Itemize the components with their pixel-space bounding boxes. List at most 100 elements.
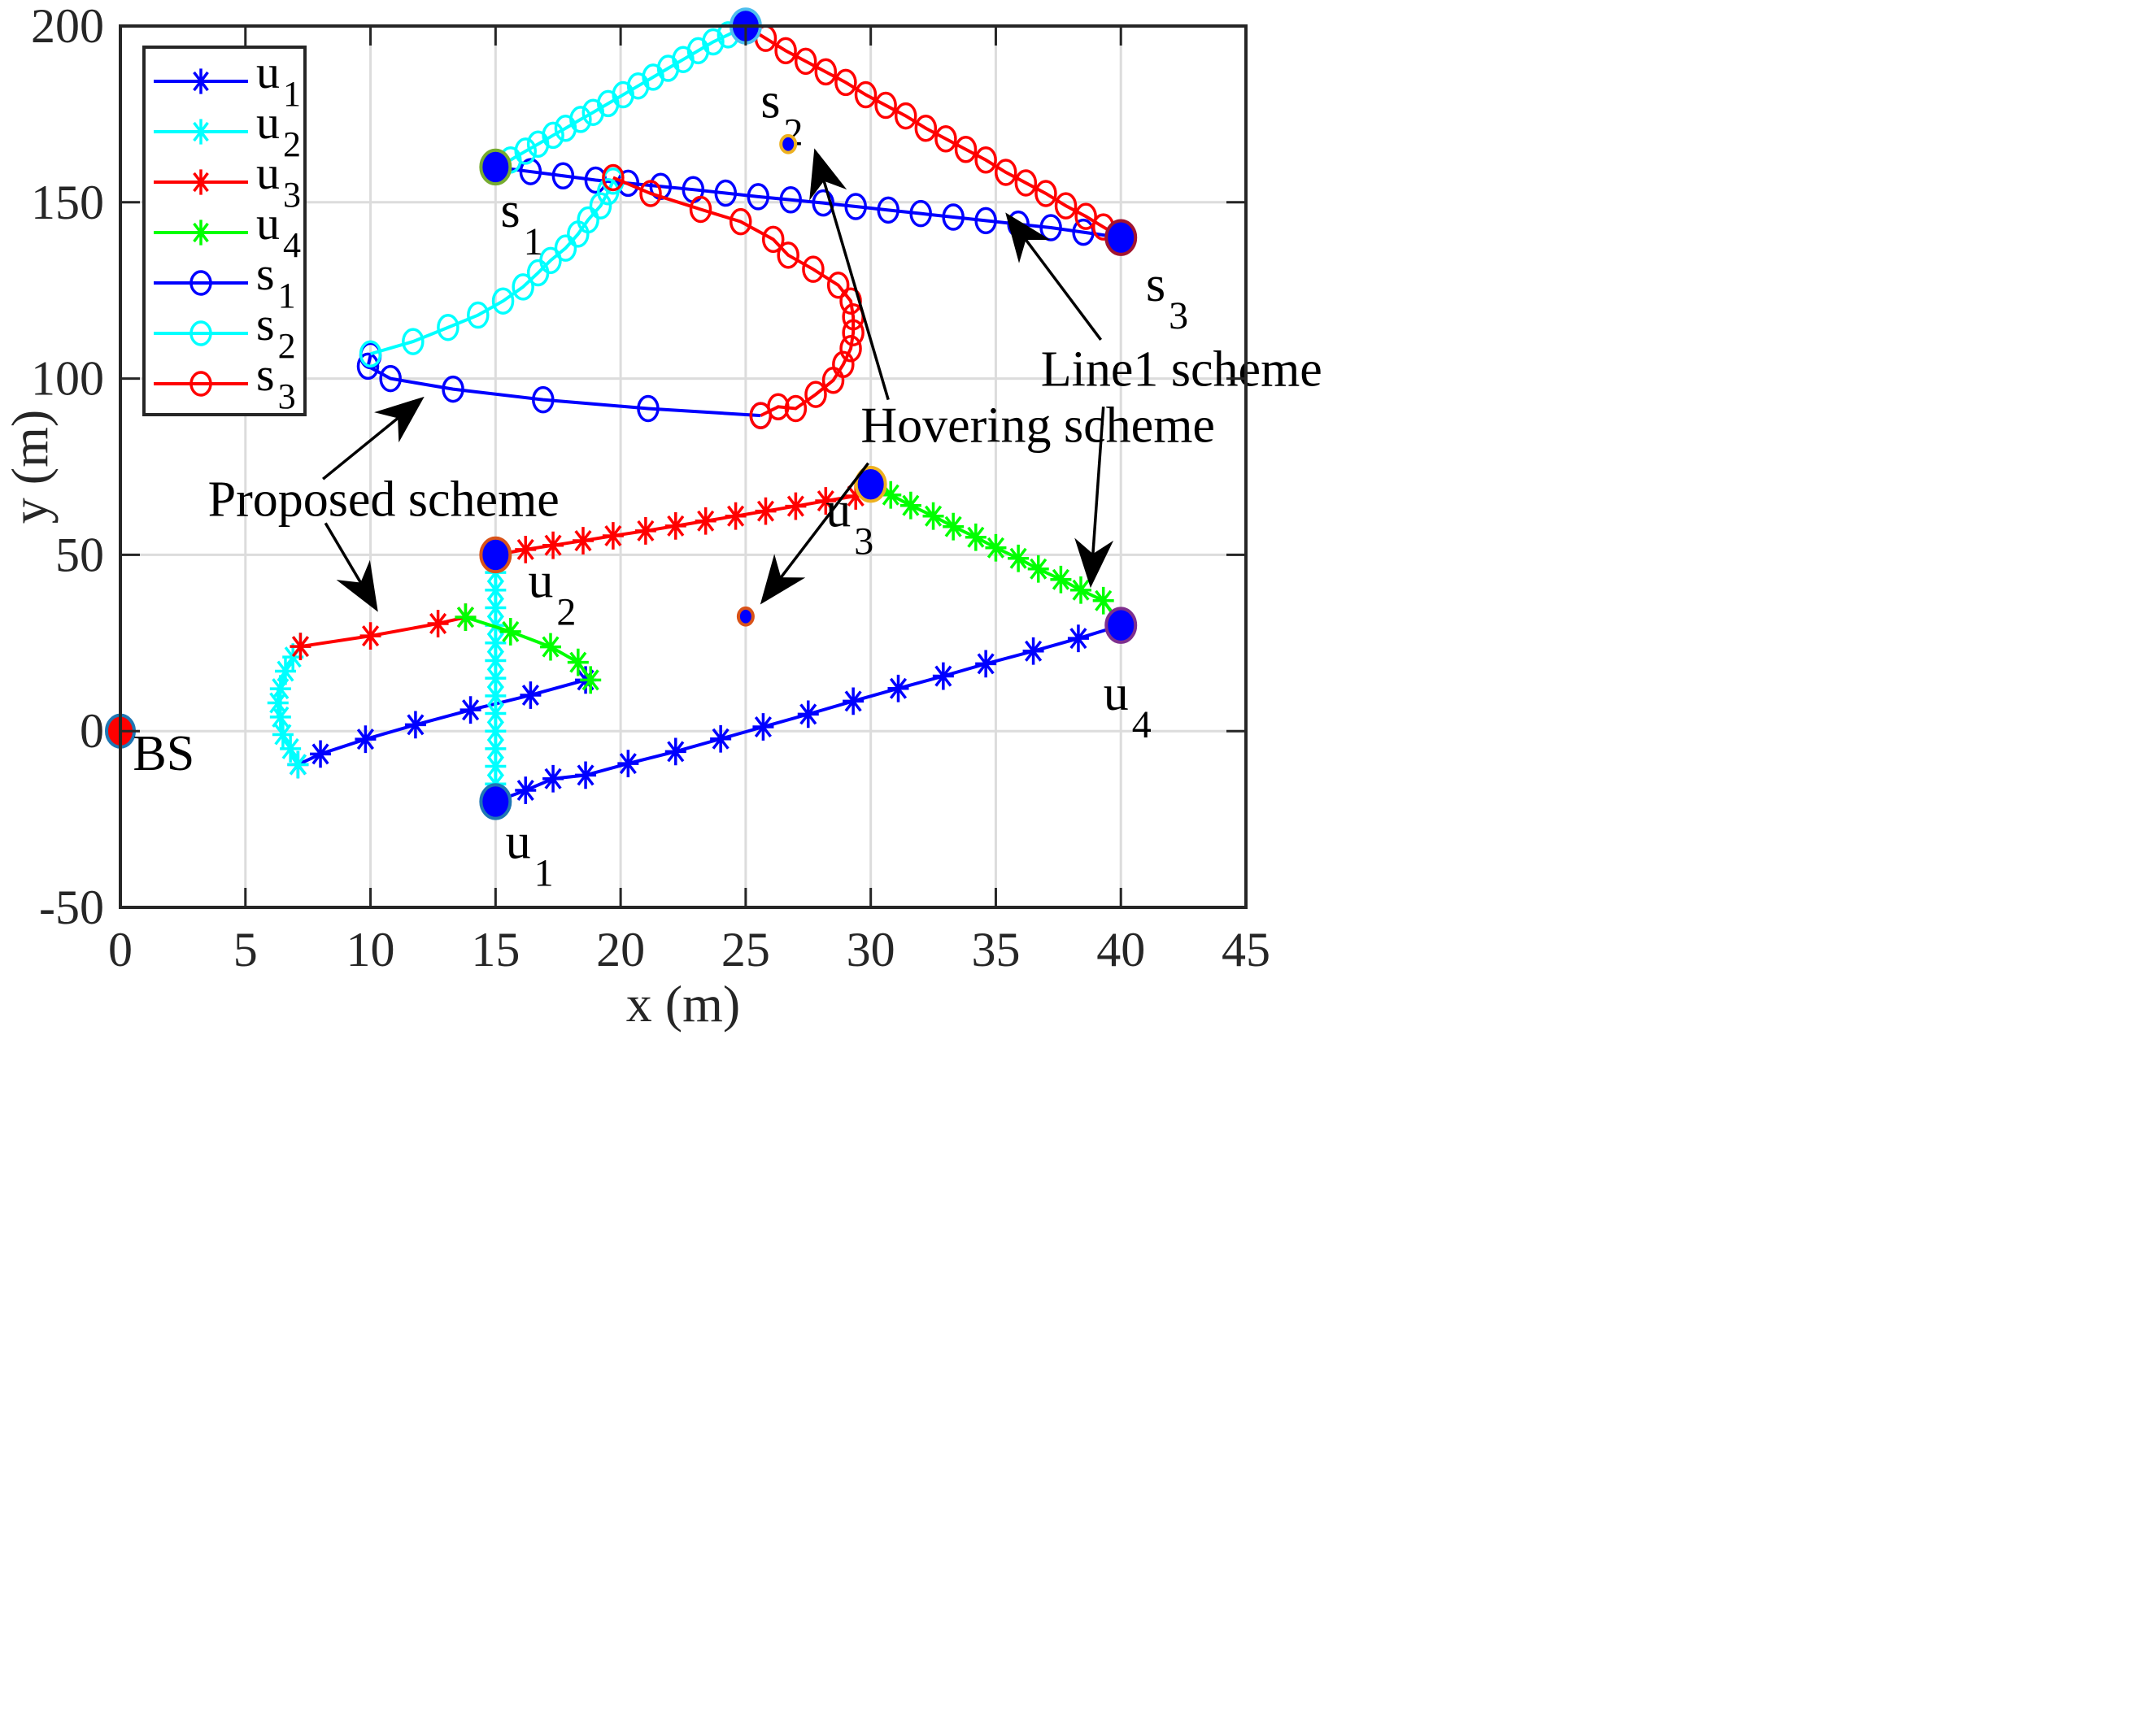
- star-marker-icon: [752, 713, 774, 741]
- trajectory-line: [366, 354, 761, 418]
- star-marker-icon: [965, 523, 987, 551]
- star-marker-icon: [191, 169, 211, 195]
- x-tick-label: 45: [1222, 923, 1270, 976]
- annotation-text: Line1 scheme: [1041, 341, 1322, 397]
- circle-marker-icon: [802, 255, 825, 283]
- point-u2: [479, 536, 512, 574]
- point-u3: [854, 465, 887, 503]
- trajectory-line: [297, 678, 586, 767]
- label-BS: BS: [133, 726, 194, 781]
- circle-marker-icon: [749, 402, 773, 429]
- star-marker-icon: [290, 633, 311, 661]
- star-marker-icon: [515, 776, 537, 804]
- x-tick-label: 0: [108, 923, 133, 976]
- star-marker-icon: [427, 610, 449, 637]
- annotation-arrow-icon: [809, 148, 890, 401]
- annotation-text: Proposed scheme: [208, 472, 560, 528]
- point-u4: [1104, 607, 1138, 644]
- circle-marker-icon: [784, 394, 808, 423]
- circle-marker-icon: [842, 319, 865, 346]
- y-tick-label: -50: [39, 881, 104, 934]
- star-marker-icon: [404, 711, 426, 739]
- annotation-arrow-icon: [322, 396, 425, 481]
- circle-marker-icon: [777, 241, 799, 269]
- series-s3: [602, 163, 865, 429]
- circle-marker-icon: [821, 367, 845, 394]
- star-marker-icon: [499, 618, 521, 646]
- label-s1: s1: [500, 183, 542, 263]
- point-s1: [479, 148, 512, 186]
- star-marker-icon: [843, 687, 865, 715]
- circle-marker-icon: [814, 58, 838, 86]
- star-marker-icon: [542, 531, 564, 559]
- circle-marker-icon: [894, 102, 917, 130]
- star-marker-icon: [602, 522, 624, 550]
- star-marker-icon: [485, 594, 507, 622]
- circle-marker-icon: [512, 273, 534, 301]
- label-u4: u4: [1104, 666, 1152, 746]
- star-marker-icon: [310, 740, 332, 768]
- circle-marker-icon: [844, 193, 867, 220]
- point-u1: [479, 783, 512, 820]
- star-marker-icon: [1022, 637, 1044, 665]
- circle-marker-icon: [839, 334, 862, 363]
- circle-marker-icon: [189, 371, 212, 397]
- star-marker-icon: [1027, 555, 1049, 583]
- star-marker-icon: [460, 696, 481, 724]
- star-marker-icon: [455, 603, 477, 632]
- circle-marker-icon: [954, 136, 978, 163]
- circle-marker-icon: [491, 287, 515, 315]
- star-marker-icon: [1050, 565, 1072, 594]
- axes-box: [119, 24, 1248, 909]
- circle-marker-icon: [539, 246, 562, 275]
- star-marker-icon: [485, 734, 507, 763]
- star-marker-icon: [617, 750, 639, 777]
- y-tick-label: 150: [31, 176, 104, 229]
- star-marker-icon: [191, 68, 211, 94]
- star-marker-icon: [539, 633, 561, 661]
- star-marker-icon: [664, 511, 686, 540]
- circle-marker-icon: [616, 169, 640, 198]
- star-marker-icon: [710, 724, 732, 753]
- circle-marker-icon: [794, 47, 817, 76]
- circle-marker-icon: [702, 28, 725, 56]
- series-s2: [359, 167, 625, 368]
- x-tick-label: 35: [971, 923, 1020, 976]
- star-marker-icon: [520, 681, 542, 709]
- circle-marker-icon: [442, 375, 464, 403]
- x-tick-label: 5: [233, 923, 258, 976]
- point-hover-s2: [779, 133, 798, 154]
- point-s3: [1104, 219, 1138, 256]
- star-marker-icon: [572, 527, 594, 555]
- star-marker-icon: [485, 664, 507, 693]
- x-tick-label: 15: [471, 923, 520, 976]
- circle-marker-icon: [602, 163, 625, 192]
- label-s3: s3: [1146, 257, 1188, 337]
- y-axis-label: y (m): [1, 410, 59, 524]
- star-marker-icon: [725, 502, 747, 530]
- circle-marker-icon: [569, 106, 592, 133]
- circle-marker-icon: [589, 192, 612, 220]
- star-marker-icon: [485, 646, 507, 675]
- star-marker-icon: [485, 699, 507, 728]
- circle-marker-icon: [974, 146, 997, 174]
- star-marker-icon: [355, 725, 377, 754]
- star-marker-icon: [515, 535, 537, 563]
- circle-marker-icon: [551, 162, 575, 190]
- star-marker-icon: [191, 119, 211, 145]
- series-s1: [356, 341, 773, 429]
- x-tick-label: 10: [346, 923, 395, 976]
- star-marker-icon: [567, 648, 589, 676]
- y-tick-label: 100: [31, 352, 104, 406]
- star-marker-icon: [797, 700, 819, 728]
- circle-marker-icon: [532, 385, 555, 414]
- star-marker-icon: [845, 482, 867, 510]
- circle-marker-icon: [714, 179, 738, 207]
- circle-marker-icon: [834, 68, 857, 97]
- annotation-arrow-icon: [1005, 212, 1103, 341]
- circle-marker-icon: [189, 270, 212, 296]
- circle-marker-icon: [804, 381, 827, 408]
